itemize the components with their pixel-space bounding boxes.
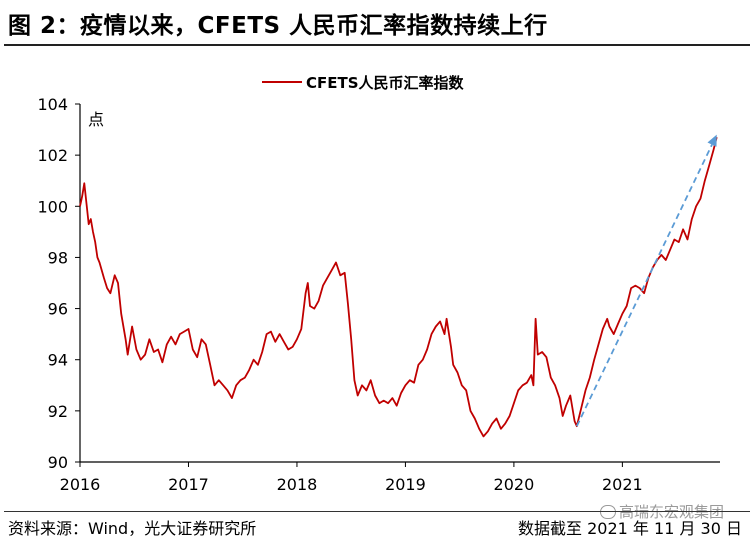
- trend-arrow-head: [707, 134, 717, 147]
- y-tick-label: 104: [37, 95, 68, 114]
- y-tick-label: 98: [48, 248, 68, 267]
- data-date-note: 数据截至 2021 年 11 月 30 日: [518, 519, 742, 538]
- y-tick-label: 96: [48, 300, 68, 319]
- x-axis-ticks: 2016 2017 2018 2019 2020 2021: [60, 462, 643, 494]
- y-tick-label: 92: [48, 402, 68, 421]
- x-tick-label: 2018: [277, 475, 318, 494]
- source-note: 资料来源：Wind，光大证券研究所: [8, 519, 257, 538]
- legend: CFETS人民币汇率指数: [262, 74, 465, 92]
- y-tick-label: 90: [48, 453, 68, 472]
- x-tick-label: 2019: [385, 475, 426, 494]
- title-rule: [4, 44, 750, 46]
- watermark-text: 高瑞东宏观集团: [619, 503, 725, 521]
- x-tick-label: 2017: [168, 475, 209, 494]
- x-tick-label: 2021: [602, 475, 643, 494]
- chart-title: 图 2：疫情以来，CFETS 人民币汇率指数持续上行: [8, 13, 548, 39]
- trend-arrow-line: [576, 144, 713, 427]
- series-line-cfets: [79, 136, 718, 438]
- y-axis-ticks: 90 92 94 96 98 100 102 104: [37, 95, 80, 472]
- x-tick-label: 2016: [60, 475, 101, 494]
- legend-label: CFETS人民币汇率指数: [306, 74, 465, 92]
- x-tick-label: 2020: [494, 475, 535, 494]
- y-tick-label: 94: [48, 351, 68, 370]
- y-axis-unit: 点: [88, 110, 104, 129]
- footer-rule: [4, 511, 750, 512]
- y-tick-label: 100: [37, 197, 68, 216]
- y-tick-label: 102: [37, 146, 68, 165]
- trend-arrow: [576, 134, 717, 427]
